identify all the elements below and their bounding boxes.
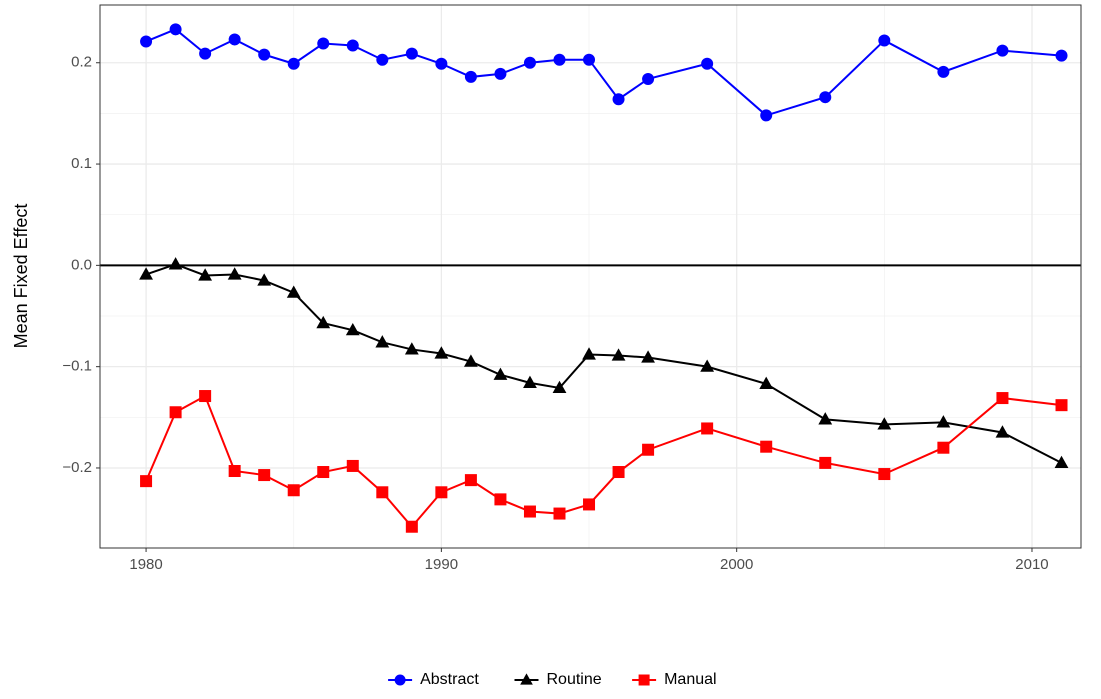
- point: [937, 441, 950, 454]
- x-tick-label: 1990: [425, 556, 458, 573]
- point: [287, 484, 300, 497]
- point: [611, 348, 626, 361]
- point: [612, 466, 625, 479]
- point: [287, 57, 300, 70]
- point: [464, 70, 477, 83]
- point: [936, 415, 951, 428]
- point: [169, 406, 182, 419]
- point: [317, 37, 330, 50]
- y-tick-label: 0.1: [71, 155, 92, 172]
- point: [493, 367, 508, 380]
- legend-label: Abstract: [420, 671, 479, 688]
- point: [819, 456, 832, 469]
- point: [553, 53, 566, 66]
- point: [582, 347, 596, 360]
- point: [1055, 49, 1068, 62]
- point: [760, 440, 773, 453]
- point: [494, 67, 507, 80]
- point: [760, 109, 773, 122]
- point: [818, 412, 833, 425]
- point: [464, 354, 478, 367]
- legend-marker: [520, 673, 533, 685]
- plot-border: [99, 4, 1082, 549]
- x-tick-label: 1980: [129, 556, 162, 573]
- point: [1055, 399, 1068, 412]
- point: [375, 335, 390, 348]
- y-tick-label: 0.2: [71, 54, 92, 71]
- x-tick-label: 2010: [1015, 556, 1048, 573]
- point: [228, 33, 241, 46]
- point: [258, 48, 271, 61]
- point: [878, 468, 891, 481]
- legend-label: Routine: [547, 671, 602, 688]
- x-tick-label: 2000: [720, 556, 753, 573]
- point: [878, 34, 891, 47]
- point: [759, 376, 774, 389]
- point: [552, 380, 567, 394]
- point: [996, 392, 1009, 405]
- y-axis-title: Mean Fixed Effect: [11, 204, 31, 349]
- point: [937, 65, 950, 78]
- point: [199, 390, 212, 403]
- point: [227, 267, 242, 280]
- y-tick-label: 0.0: [71, 256, 92, 273]
- legend-marker: [638, 674, 650, 686]
- point: [435, 57, 448, 70]
- point: [169, 23, 182, 36]
- point: [700, 359, 715, 372]
- point: [139, 267, 153, 280]
- point: [435, 486, 448, 499]
- point: [523, 505, 536, 518]
- point: [376, 53, 389, 66]
- point: [583, 53, 596, 66]
- point: [317, 466, 330, 479]
- point: [257, 273, 272, 286]
- point: [701, 422, 714, 435]
- legend-marker: [394, 674, 406, 686]
- point: [376, 486, 389, 499]
- point: [434, 346, 449, 359]
- y-tick-label: −0.1: [62, 358, 92, 375]
- point: [258, 469, 271, 482]
- y-tick-label: −0.2: [62, 459, 92, 476]
- point: [140, 475, 153, 488]
- point: [286, 285, 301, 298]
- point: [877, 417, 892, 430]
- point: [198, 268, 213, 281]
- point: [168, 257, 183, 270]
- point: [316, 315, 331, 329]
- point: [819, 91, 832, 104]
- point: [641, 350, 655, 363]
- legend-label: Manual: [664, 671, 716, 688]
- point: [405, 520, 418, 533]
- point: [1054, 455, 1069, 469]
- point: [404, 342, 419, 355]
- point: [523, 375, 537, 388]
- point: [701, 57, 714, 70]
- point: [642, 443, 655, 456]
- point: [405, 47, 418, 60]
- point: [494, 493, 507, 506]
- point: [199, 47, 212, 60]
- point: [346, 459, 359, 472]
- point: [464, 474, 477, 487]
- point: [228, 465, 241, 478]
- point: [345, 322, 360, 336]
- point: [553, 507, 566, 520]
- point: [996, 44, 1009, 57]
- point: [642, 72, 655, 85]
- point: [140, 35, 153, 48]
- point: [346, 39, 359, 52]
- point: [583, 498, 596, 511]
- point: [995, 425, 1010, 438]
- point: [523, 56, 536, 69]
- point: [612, 93, 625, 106]
